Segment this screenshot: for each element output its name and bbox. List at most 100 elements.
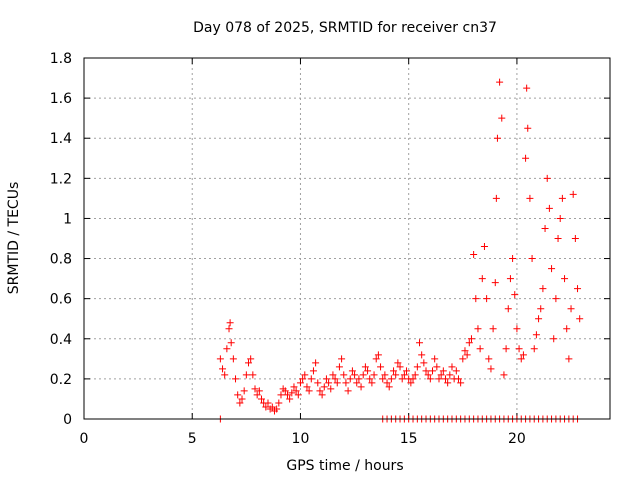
data-point	[253, 391, 261, 399]
data-point	[498, 114, 506, 122]
data-point	[232, 375, 240, 383]
x-tick-label: 20	[508, 431, 526, 447]
data-point	[457, 379, 465, 387]
data-point	[433, 363, 441, 371]
data-point	[234, 391, 242, 399]
data-point	[565, 355, 573, 363]
data-point	[286, 395, 294, 403]
data-point	[439, 367, 447, 375]
data-point	[441, 375, 449, 383]
data-point	[390, 367, 398, 375]
axis-ticks: 0 0.2 0.4 0.6 0.8 1 1.2 1.4 1.6 1.8 0 5 10 15 20	[50, 51, 610, 447]
data-point	[500, 371, 508, 379]
data-point	[225, 325, 233, 333]
data-point	[275, 399, 283, 407]
data-point	[515, 345, 523, 353]
data-point	[292, 387, 300, 395]
data-point	[454, 375, 462, 383]
data-point	[522, 154, 530, 162]
data-point	[452, 367, 460, 375]
data-point	[394, 359, 402, 367]
data-point	[318, 391, 326, 399]
data-point	[483, 295, 491, 303]
data-point	[255, 387, 263, 395]
data-point	[325, 379, 333, 387]
data-point	[387, 375, 395, 383]
data-point	[558, 194, 566, 202]
data-point	[548, 265, 556, 273]
data-point	[348, 367, 356, 375]
data-point	[240, 387, 248, 395]
data-point	[344, 387, 352, 395]
y-tick-label: 0.6	[50, 292, 72, 308]
data-point	[361, 363, 369, 371]
data-point	[478, 275, 486, 283]
x-tick-label: 5	[188, 431, 197, 447]
data-point	[446, 371, 454, 379]
data-point	[400, 371, 408, 379]
data-point	[322, 375, 330, 383]
data-point	[472, 295, 480, 303]
data-point	[465, 339, 473, 347]
data-point	[576, 315, 584, 323]
data-point	[523, 84, 531, 92]
data-point	[351, 371, 359, 379]
x-tick-label: 10	[292, 431, 310, 447]
data-point	[327, 385, 335, 393]
data-points	[216, 78, 584, 423]
data-point	[249, 371, 257, 379]
data-point	[301, 371, 309, 379]
data-point	[242, 371, 250, 379]
data-point	[563, 325, 571, 333]
data-point	[491, 279, 499, 287]
data-point	[392, 371, 400, 379]
data-point	[381, 371, 389, 379]
data-point	[511, 291, 519, 299]
data-point	[550, 335, 558, 343]
data-point	[416, 339, 424, 347]
data-point	[467, 335, 475, 343]
y-tick-label: 0	[63, 412, 72, 428]
data-point	[223, 345, 231, 353]
data-point	[307, 375, 315, 383]
data-point	[561, 275, 569, 283]
data-point	[470, 251, 478, 259]
data-point	[476, 345, 484, 353]
data-point	[296, 379, 304, 387]
data-point	[513, 325, 521, 333]
data-point	[504, 305, 512, 313]
data-point	[273, 405, 281, 413]
data-point	[463, 351, 471, 359]
data-point	[283, 391, 291, 399]
data-point	[353, 379, 361, 387]
data-point	[569, 190, 577, 198]
data-point	[368, 379, 376, 387]
data-point	[398, 375, 406, 383]
data-point	[426, 375, 434, 383]
y-tick-label: 0.8	[50, 252, 72, 268]
y-tick-label: 0.4	[50, 332, 72, 348]
data-point	[268, 403, 276, 411]
data-point	[574, 285, 582, 293]
data-point	[545, 204, 553, 212]
data-point	[370, 371, 378, 379]
data-point	[506, 275, 514, 283]
data-point	[229, 355, 237, 363]
x-axis-label: GPS time / hours	[286, 458, 403, 474]
data-point	[314, 379, 322, 387]
data-point	[532, 331, 540, 339]
data-point	[554, 235, 562, 242]
data-point	[543, 174, 551, 182]
data-point	[342, 379, 350, 387]
data-point	[435, 375, 443, 383]
y-tick-label: 0.2	[50, 372, 72, 388]
data-point	[474, 325, 482, 333]
data-point	[335, 363, 343, 371]
data-point	[552, 295, 560, 303]
x-tick-label: 0	[80, 431, 89, 447]
data-point	[262, 403, 270, 411]
data-point	[403, 367, 411, 375]
y-axis-label: SRMTID / TECUs	[6, 182, 22, 295]
data-point	[492, 194, 500, 202]
